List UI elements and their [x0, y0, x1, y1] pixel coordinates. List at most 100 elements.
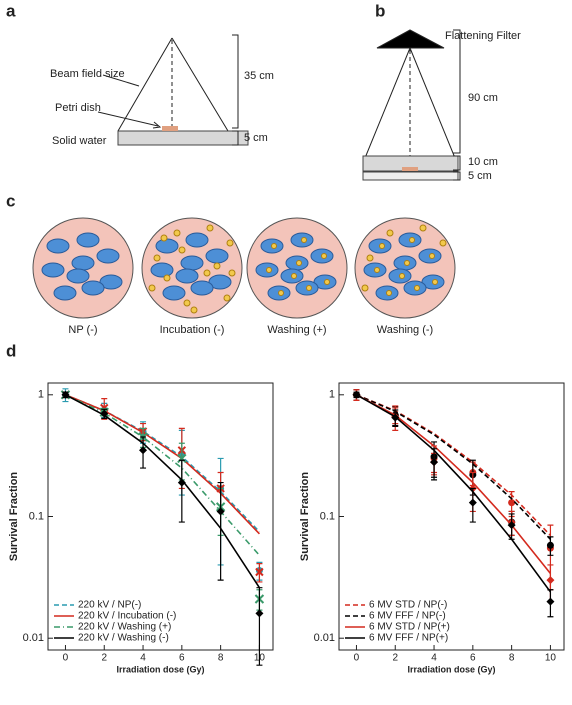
label: 5 cm	[468, 170, 492, 182]
y-axis-label: Survival Fraction	[299, 472, 311, 562]
panel-label: c	[6, 191, 15, 210]
label: 5 cm	[244, 132, 268, 144]
point	[100, 409, 109, 418]
nanoparticle	[291, 273, 297, 279]
y-axis-label: Survival Fraction	[8, 472, 20, 562]
nanoparticle	[271, 243, 277, 249]
cell	[46, 238, 70, 254]
nanoparticle	[213, 262, 221, 270]
panel-label: a	[6, 1, 16, 20]
legend-label: 6 MV STD / NP(-)	[369, 600, 447, 611]
cell	[76, 232, 100, 248]
point	[546, 576, 555, 585]
point	[507, 521, 516, 530]
legend-label: 6 MV FFF / NP(+)	[369, 633, 448, 644]
nanoparticle	[178, 246, 186, 254]
y-tick-label: 0.01	[314, 632, 335, 644]
nanoparticle	[414, 285, 420, 291]
y-tick-label: 1	[38, 389, 44, 401]
nanoparticle	[223, 294, 231, 302]
cell	[185, 232, 209, 248]
legend-label: 6 MV STD / NP(+)	[369, 622, 450, 633]
nanoparticle	[324, 279, 330, 285]
cell-label: Washing (-)	[377, 324, 433, 336]
x-axis-label: Irradiation dose (Gy)	[116, 664, 204, 674]
cell	[66, 268, 90, 284]
nanoparticle	[266, 267, 272, 273]
cell	[96, 248, 120, 264]
point	[430, 458, 439, 467]
nanoparticle	[432, 279, 438, 285]
panel-label: d	[6, 341, 16, 360]
nanoparticle	[301, 237, 307, 243]
legend-label: 220 kV / NP(-)	[78, 600, 141, 611]
nanoparticle	[153, 254, 161, 262]
x-tick-label: 6	[470, 653, 476, 664]
x-tick-label: 2	[101, 653, 107, 664]
y-tick-label: 1	[329, 389, 335, 401]
setup-b	[362, 29, 461, 181]
nanoparticle	[296, 260, 302, 266]
error-bar	[256, 587, 263, 666]
point	[177, 453, 187, 464]
x-tick-label: 6	[179, 653, 185, 664]
label: 35 cm	[244, 70, 274, 82]
point	[546, 597, 555, 606]
label: 90 cm	[468, 92, 498, 104]
point	[508, 499, 516, 507]
cell	[208, 274, 232, 290]
nanoparticle	[306, 285, 312, 291]
cell	[53, 285, 77, 301]
fit-line	[356, 394, 552, 540]
cell	[205, 248, 229, 264]
x-tick-label: 4	[140, 653, 146, 664]
nanoparticle	[226, 239, 234, 247]
x-tick-label: 4	[431, 653, 437, 664]
nanoparticle	[160, 234, 168, 242]
x-tick-label: 8	[218, 653, 224, 664]
cell	[175, 268, 199, 284]
fit-line	[65, 394, 261, 589]
cell	[180, 255, 204, 271]
cell	[162, 285, 186, 301]
legend-label: 220 kV / Washing (-)	[78, 633, 169, 644]
point	[468, 498, 477, 507]
y-tick-label: 0.1	[29, 510, 44, 522]
setup-a	[97, 34, 249, 146]
nanoparticle	[404, 260, 410, 266]
point	[61, 390, 70, 399]
nanoparticle	[386, 229, 394, 237]
fit-line	[356, 394, 552, 593]
point	[352, 390, 361, 399]
nanoparticle	[278, 290, 284, 296]
cell	[155, 238, 179, 254]
cell-label: NP (-)	[68, 324, 97, 336]
label: Flattening Filter	[445, 30, 521, 42]
y-tick-label: 0.01	[23, 632, 44, 644]
nanoparticle	[419, 224, 427, 232]
nanoparticle	[366, 254, 374, 262]
error-bar	[217, 481, 224, 581]
legend-label: 220 kV / Incubation (-)	[78, 611, 176, 622]
cell-label: Incubation (-)	[160, 324, 225, 336]
point	[255, 567, 264, 577]
nanoparticle	[429, 253, 435, 259]
nanoparticle	[439, 239, 447, 247]
point	[391, 413, 400, 422]
cell	[41, 262, 65, 278]
fit-line	[65, 394, 261, 556]
nanoparticle	[190, 306, 198, 314]
fit-line	[65, 394, 261, 535]
point	[216, 507, 225, 516]
nanoparticle	[409, 237, 415, 243]
nanoparticle	[203, 269, 211, 277]
cell-label: Washing (+)	[267, 324, 326, 336]
cell	[81, 280, 105, 296]
x-tick-label: 0	[63, 653, 69, 664]
nanoparticle	[399, 273, 405, 279]
point	[139, 446, 148, 455]
nanoparticle	[361, 284, 369, 292]
cell	[190, 280, 214, 296]
nanoparticle	[183, 299, 191, 307]
